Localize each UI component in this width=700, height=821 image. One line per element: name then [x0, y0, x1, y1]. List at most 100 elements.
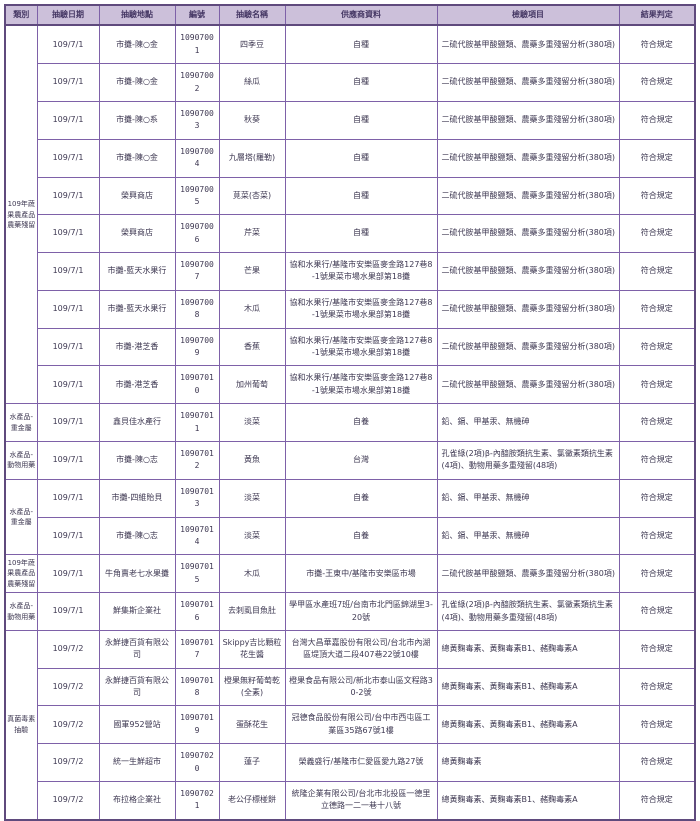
cell-category: 109年蔬果農產品農藥殘留	[4, 24, 38, 405]
cell-location: 牛角賣老七水果攤	[98, 554, 176, 594]
cell-date: 109/7/2	[36, 629, 100, 669]
cell-id: 10907010	[174, 365, 220, 405]
cell-date: 109/7/1	[36, 176, 100, 216]
cell-name: 秋葵	[218, 100, 286, 140]
cell-id: 10907014	[174, 516, 220, 556]
cell-date: 109/7/1	[36, 478, 100, 518]
table-row: 109/7/2 統一生鮮超市 10907020 蓮子 榮義盛行/基隆市仁愛區愛九路27號…	[5, 743, 696, 783]
cell-result: 符合規定	[618, 24, 696, 65]
column-header: 類別	[4, 4, 38, 27]
cell-supplier: 市攤-王東中/基隆市安樂區市場	[284, 554, 438, 594]
cell-result: 符合規定	[618, 289, 696, 329]
cell-supplier: 學甲區水產班7班/台南市北門區錦湖里3-20號	[284, 592, 438, 631]
cell-supplier: 統隆企業有限公司/台北市北投區一德里立德路一二一巷十八號	[284, 781, 438, 821]
cell-id: 10907011	[174, 403, 220, 442]
column-header: 抽驗日期	[36, 4, 100, 27]
cell-tests: 總黃麴毒素	[436, 743, 620, 783]
cell-result: 符合規定	[618, 252, 696, 291]
cell-supplier: 自種	[284, 63, 438, 102]
header-row: 類別 抽驗日期 抽驗地點 編號 抽驗名稱 供應商資料 檢驗項目 結果判定	[4, 4, 696, 27]
table-row: 109/7/1 市攤-藍天水果行 10907007 芒果 協和水果行/基隆市安樂區麥金路…	[5, 252, 696, 291]
cell-supplier: 協和水果行/基隆市安樂區麥金路127巷8-1號果菜市場水果部第18攤	[284, 365, 438, 405]
cell-result: 符合規定	[618, 138, 696, 178]
cell-category: 109年蔬果農產品農藥殘留	[4, 554, 38, 594]
cell-id: 10907013	[174, 478, 220, 518]
cell-location: 國軍952營站	[98, 705, 176, 745]
cell-location: 市攤-陳○系	[98, 100, 176, 140]
cell-category: 水產品-重金屬	[4, 478, 38, 556]
cell-name: 芹菜	[218, 214, 286, 254]
cell-tests: 二硫代胺基甲酸鹽類、農藥多重殘留分析(380項)	[436, 252, 620, 291]
cell-id: 10907020	[174, 743, 220, 783]
cell-location: 布拉格企業社	[98, 781, 176, 821]
inspection-table: 類別 抽驗日期 抽驗地點 編號 抽驗名稱 供應商資料 檢驗項目 結果判定 109年蔬果農產品農…	[4, 4, 696, 821]
cell-result: 符合規定	[618, 63, 696, 102]
cell-supplier: 台灣	[284, 440, 438, 480]
cell-id: 10907001	[174, 24, 220, 65]
table-row: 109/7/1 榮興商店 10907005 莧菜(杏菜) 自種 二硫代胺基甲酸鹽類、農藥多…	[5, 176, 696, 216]
table-row: 109/7/2 國軍952營站 10907019 蛋酥花生 冠德食品股份有限公司/台中市…	[5, 705, 696, 745]
cell-name: 蛋酥花生	[218, 705, 286, 745]
cell-id: 10907008	[174, 289, 220, 329]
cell-result: 符合規定	[618, 440, 696, 480]
table-row: 109/7/2 永鮮捷百貨有限公司 10907018 橙果無籽葡萄乾(全素) 橙果食品有…	[5, 667, 696, 707]
cell-result: 符合規定	[618, 516, 696, 556]
cell-id: 10907018	[174, 667, 220, 707]
column-header: 編號	[174, 4, 220, 27]
cell-location: 統一生鮮超市	[98, 743, 176, 783]
cell-location: 榮興商店	[98, 176, 176, 216]
cell-result: 符合規定	[618, 743, 696, 783]
column-header: 檢驗項目	[436, 4, 620, 27]
cell-id: 10907003	[174, 100, 220, 140]
cell-location: 永鮮捷百貨有限公司	[98, 629, 176, 669]
cell-supplier: 自養	[284, 403, 438, 442]
table-row: 109/7/1 市攤-港芝香 10907009 香蕉 協和水果行/基隆市安樂區麥金路12…	[5, 327, 696, 367]
table-row: 109/7/1 市攤-陳○金 10907002 絲瓜 自種 二硫代胺基甲酸鹽類、農藥多重殘…	[5, 63, 696, 102]
cell-date: 109/7/1	[36, 440, 100, 480]
cell-category: 水產品-動物用藥	[4, 440, 38, 480]
cell-location: 市攤-四維貽貝	[98, 478, 176, 518]
cell-result: 符合規定	[618, 403, 696, 442]
cell-name: 木瓜	[218, 289, 286, 329]
cell-name: 絲瓜	[218, 63, 286, 102]
cell-id: 10907006	[174, 214, 220, 254]
table-row: 109/7/1 市攤-陳○系 10907003 秋葵 自種 二硫代胺基甲酸鹽類、農藥多重殘…	[5, 100, 696, 140]
cell-tests: 二硫代胺基甲酸鹽類、農藥多重殘留分析(380項)	[436, 214, 620, 254]
cell-name: Skippy吉比顆粒花生醬	[218, 629, 286, 669]
cell-id: 10907021	[174, 781, 220, 821]
cell-tests: 總黃麴毒素、黃麴毒素B1、赭麴毒素A	[436, 667, 620, 707]
cell-result: 符合規定	[618, 554, 696, 594]
cell-supplier: 協和水果行/基隆市安樂區麥金路127巷8-1號果菜市場水果部第18攤	[284, 289, 438, 329]
cell-name: 去刺虱目魚肚	[218, 592, 286, 631]
column-header: 結果判定	[618, 4, 696, 27]
cell-result: 符合規定	[618, 629, 696, 669]
table-row: 109/7/1 榮興商店 10907006 芹菜 自種 二硫代胺基甲酸鹽類、農藥多重殘留分…	[5, 214, 696, 254]
cell-name: 蓮子	[218, 743, 286, 783]
cell-tests: 二硫代胺基甲酸鹽類、農藥多重殘留分析(380項)	[436, 327, 620, 367]
cell-location: 市攤-港芝香	[98, 327, 176, 367]
cell-date: 109/7/1	[36, 592, 100, 631]
cell-name: 九層塔(羅勒)	[218, 138, 286, 178]
cell-name: 淡菜	[218, 478, 286, 518]
cell-name: 四季豆	[218, 24, 286, 65]
cell-category: 真菌毒素抽驗	[4, 629, 38, 821]
cell-tests: 二硫代胺基甲酸鹽類、農藥多重殘留分析(380項)	[436, 24, 620, 65]
cell-result: 符合規定	[618, 176, 696, 216]
table-row: 109年蔬果農產品農藥殘留 109/7/1 牛角賣老七水果攤 10907015 木瓜 市攤…	[4, 554, 696, 594]
cell-name: 橙果無籽葡萄乾(全素)	[218, 667, 286, 707]
cell-supplier: 協和水果行/基隆市安樂區麥金路127巷8-1號果菜市場水果部第18攤	[284, 252, 438, 291]
cell-supplier: 自種	[284, 176, 438, 216]
cell-location: 市攤-陳○志	[98, 516, 176, 556]
cell-name: 香蕉	[218, 327, 286, 367]
cell-tests: 二硫代胺基甲酸鹽類、農藥多重殘留分析(380項)	[436, 100, 620, 140]
table-row: 水產品-重金屬 109/7/1 市攤-四維貽貝 10907013 淡菜 自養 鉛、鎘、甲基汞…	[4, 478, 696, 556]
cell-result: 符合規定	[618, 478, 696, 518]
cell-date: 109/7/2	[36, 705, 100, 745]
cell-name: 加州葡萄	[218, 365, 286, 405]
cell-location: 市攤-港芝香	[98, 365, 176, 405]
cell-date: 109/7/2	[36, 781, 100, 821]
cell-category: 水產品-重金屬	[4, 403, 38, 442]
cell-id: 10907017	[174, 629, 220, 669]
cell-supplier: 自種	[284, 214, 438, 254]
table-row: 水產品-動物用藥 109/7/1 市攤-陳○志 10907012 黃魚 台灣 孔雀綠(2項)…	[4, 440, 696, 480]
